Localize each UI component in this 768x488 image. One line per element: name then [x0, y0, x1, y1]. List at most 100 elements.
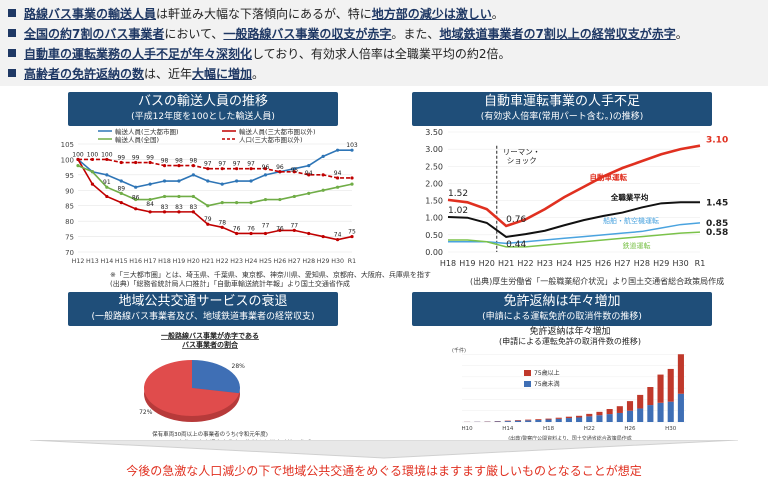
bar-segment [596, 415, 603, 422]
bar-segment [637, 394, 644, 409]
data-point [220, 167, 224, 171]
x-tick-label: H23 [230, 258, 243, 265]
bar-segment [576, 415, 583, 418]
data-point [191, 194, 195, 199]
license-source: (出典)警察庁公開資料より、国土交通省総合政策局作成 [508, 435, 632, 442]
bar-segment [525, 419, 532, 421]
data-label: 98 [190, 158, 198, 165]
data-point [278, 228, 282, 232]
data-point [76, 157, 80, 162]
data-point [321, 188, 325, 192]
y-tick-label: 2.00 [425, 179, 443, 188]
end-value-label: 0.58 [706, 228, 728, 238]
bar-segment [637, 408, 644, 422]
data-point [177, 210, 181, 214]
data-point [292, 170, 296, 174]
data-point [350, 148, 354, 152]
data-point [335, 238, 340, 242]
bar-segment [535, 419, 542, 420]
data-point [220, 182, 224, 186]
series-label: 自動車運転 [590, 172, 628, 182]
labor-chart-header: 自動車運転事業の人手不足 (有効求人倍率(常用パート含む。)の推移) [412, 92, 712, 126]
x-tick-label: H30 [331, 258, 344, 265]
data-label: 78 [218, 219, 226, 226]
x-tick-label: H27 [288, 258, 301, 265]
bullet-square-icon [8, 69, 16, 77]
data-label: 97 [218, 161, 226, 168]
data-point [263, 167, 268, 171]
data-point [177, 164, 181, 168]
data-label: 1.02 [448, 206, 468, 216]
x-tick-label: H22 [517, 259, 533, 268]
series-line [448, 222, 701, 245]
conclusion-text: 今後の急激な人口減少の下で地域公共交通をめぐる環境はますます厳しいものとなること… [126, 464, 642, 478]
y-tick-label: 80 [65, 218, 74, 226]
x-tick-label: R1 [348, 258, 356, 265]
end-value-label: 1.45 [706, 198, 728, 208]
bar-segment [596, 411, 603, 416]
data-point [278, 170, 282, 174]
legend-label: 75歳以上 [534, 369, 560, 377]
bar-segment [626, 401, 634, 411]
x-tick-label: H30 [673, 259, 689, 268]
y-tick-label: 90 [65, 187, 74, 195]
data-label: 100 [101, 151, 113, 158]
data-point [321, 154, 325, 158]
license-chart-header: 免許返納は年々増加 (申請による運転免許の取消件数の推移) [412, 292, 712, 326]
x-tick-label: H28 [302, 258, 315, 265]
job-openings-chart: 0.00 0.50 1.00 1.50 2.00 2.50 3.00 3.50 H18 H19 H2… [425, 128, 728, 268]
data-point [220, 201, 224, 205]
data-point [235, 167, 239, 171]
bar-segment [565, 418, 572, 422]
annotation-label: ショック [507, 156, 537, 165]
x-tick-label: H22 [216, 258, 229, 265]
end-value-label: 3.10 [706, 136, 728, 146]
data-point [249, 167, 253, 171]
series-label: 鉄道運転 [622, 241, 650, 250]
bullet-square-icon [8, 49, 16, 57]
x-tick-label: H21 [201, 258, 214, 265]
data-point [263, 231, 268, 236]
bar-segment [657, 402, 664, 422]
legend-label: 75歳未満 [534, 380, 560, 388]
x-tick-label: H23 [537, 259, 553, 268]
bullet-square-icon [8, 29, 16, 37]
annotation-label: リーマン・ [503, 147, 541, 156]
pie-title: バス事業者の割合 [182, 340, 239, 349]
y-tick-label: 70 [65, 249, 74, 257]
x-tick-label: H10 [462, 426, 474, 432]
data-point [335, 176, 340, 180]
y-tick-label: 85 [65, 203, 74, 211]
x-tick-label: H21 [498, 259, 514, 268]
data-point [134, 185, 138, 189]
x-tick-label: H14 [100, 258, 113, 265]
data-label: 76 [247, 225, 255, 232]
data-label: 97 [247, 161, 255, 168]
data-label: 83 [161, 204, 169, 211]
data-label: 98 [175, 158, 183, 165]
data-point [162, 194, 167, 199]
data-point [263, 173, 268, 177]
data-point [90, 170, 95, 174]
x-tick-label: H30 [665, 426, 677, 432]
data-label: 76 [233, 225, 241, 232]
bullet-square-icon [8, 9, 16, 17]
series-line [447, 144, 701, 228]
data-label: 97 [233, 161, 241, 168]
y-tick-label: 1.00 [425, 214, 443, 223]
data-point [105, 185, 109, 189]
x-tick-label: H22 [584, 426, 595, 432]
x-tick-label: H15 [115, 258, 128, 265]
bullet-4: 高齢者の免許返納の数は、近年大幅に増加。 [8, 66, 264, 82]
legend-label: 人口(三大都市圏以外) [239, 135, 303, 144]
data-point [321, 173, 325, 177]
series-line [448, 231, 701, 248]
x-tick-label: H25 [576, 259, 592, 268]
inner-title: 免許返納は年々増加 [529, 326, 610, 337]
x-tick-label: H24 [245, 258, 258, 265]
bar-segment [606, 409, 613, 415]
data-label: 74 [334, 232, 342, 239]
data-label: 99 [132, 155, 140, 162]
data-point [307, 191, 311, 195]
